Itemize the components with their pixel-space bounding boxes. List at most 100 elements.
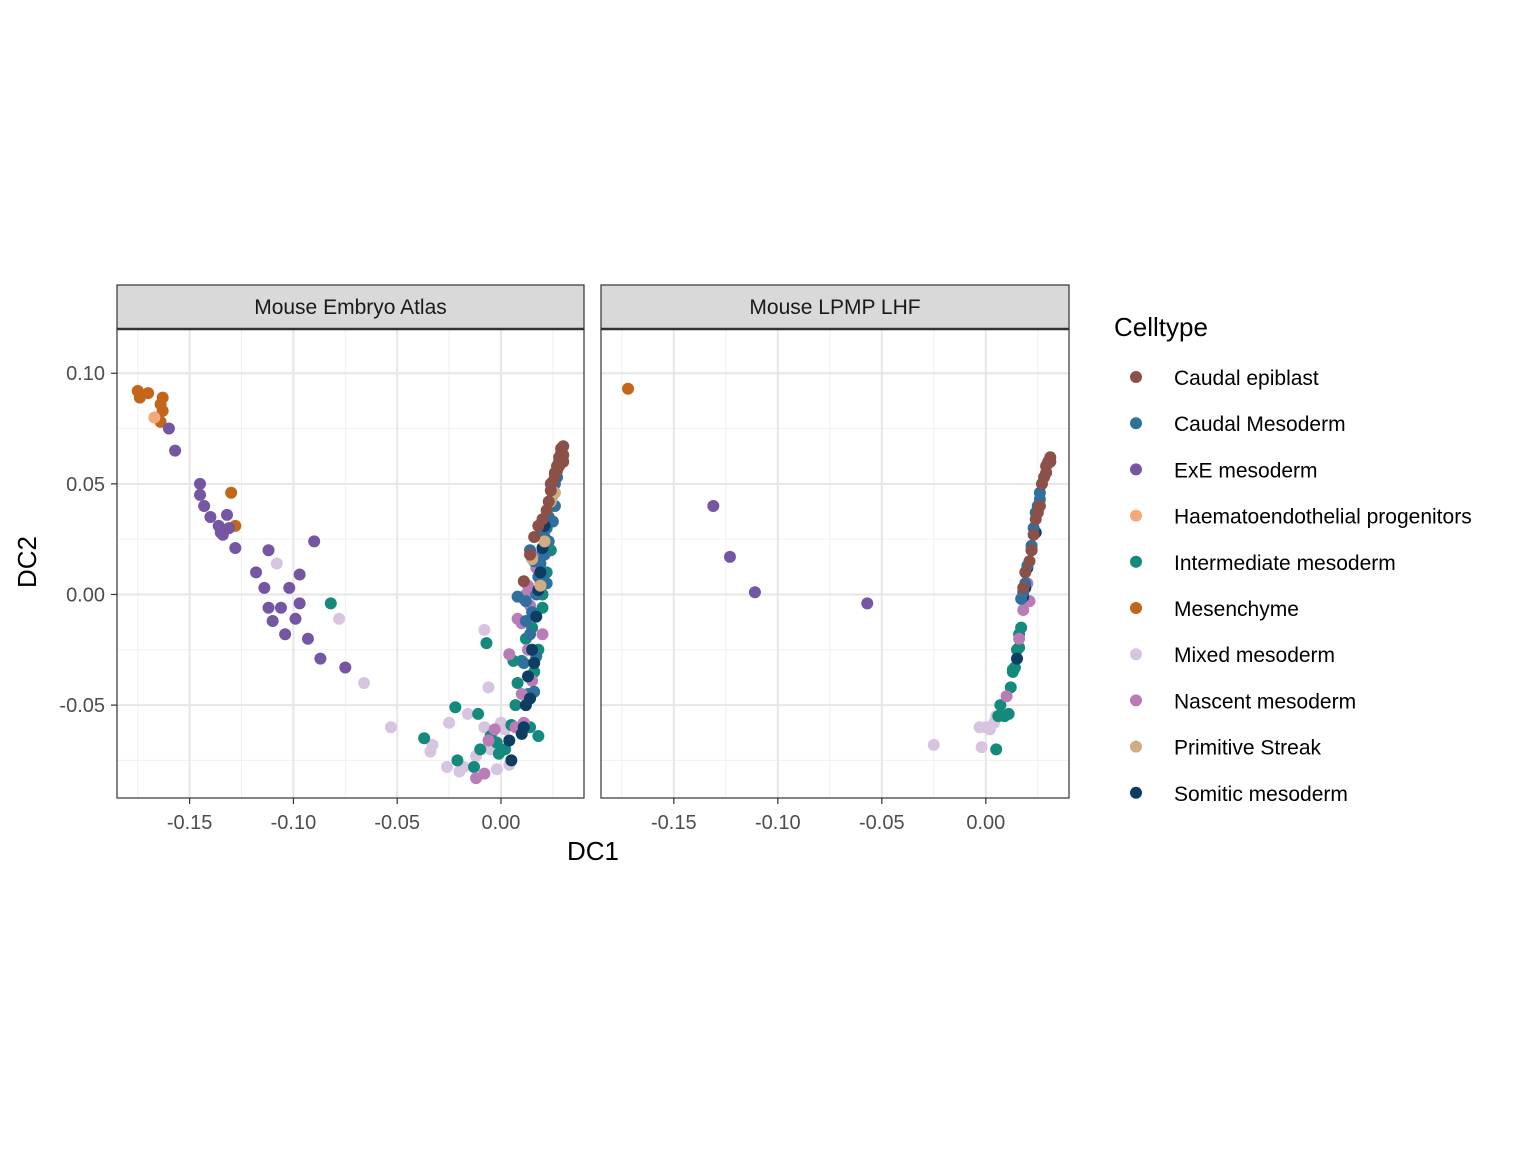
data-point (534, 579, 547, 592)
data-point (927, 738, 940, 751)
data-point (223, 522, 236, 535)
legend-title: Celltype (1114, 312, 1208, 342)
data-point (723, 550, 736, 563)
legend-entry: ExE mesoderm (1130, 459, 1318, 482)
data-point (536, 628, 549, 641)
data-point (517, 657, 530, 670)
legend-entry: Nascent mesoderm (1130, 690, 1356, 713)
x-tick-label: -0.10 (755, 812, 801, 834)
legend-entry: Caudal epiblast (1130, 367, 1319, 390)
data-point (503, 734, 516, 747)
series-haematoendothelial-progenitors (148, 411, 161, 424)
legend-label: ExE mesoderm (1174, 459, 1318, 482)
legend-label: Intermediate mesoderm (1174, 552, 1396, 575)
data-point (314, 652, 327, 665)
data-point (443, 716, 456, 729)
data-point (467, 761, 480, 774)
legend-entry: Mesenchyme (1130, 598, 1299, 621)
data-point (162, 422, 175, 435)
data-point (975, 741, 988, 754)
data-point (994, 699, 1007, 712)
data-point (478, 767, 491, 780)
data-point (441, 761, 454, 774)
data-point (536, 601, 549, 614)
data-point (1002, 707, 1015, 720)
data-point (1011, 652, 1023, 665)
data-point (1025, 544, 1038, 557)
facet-title: Mouse LPMP LHF (749, 296, 920, 319)
legend: Celltype Caudal epiblast Caudal Mesoderm E… (1114, 312, 1472, 806)
data-point (488, 723, 501, 736)
data-point (229, 542, 242, 555)
data-point (142, 387, 155, 400)
legend-key (1130, 694, 1142, 707)
series-caudal-epiblast (1017, 451, 1057, 594)
data-point (461, 707, 474, 720)
data-point (270, 557, 283, 570)
data-point (1013, 632, 1026, 645)
data-point (524, 628, 537, 641)
legend-label: Nascent mesoderm (1174, 690, 1356, 713)
legend-key (1130, 555, 1142, 568)
legend-key (1130, 602, 1142, 614)
data-point (225, 486, 238, 499)
data-point (169, 444, 182, 457)
legend-entry: Somitic mesoderm (1130, 783, 1348, 806)
legend-key (1130, 417, 1142, 430)
legend-key (1130, 509, 1142, 522)
facet-title: Mouse Embryo Atlas (254, 296, 447, 319)
data-point (194, 488, 207, 501)
y-tick-label: 0.00 (66, 584, 105, 606)
data-point (1000, 690, 1013, 703)
data-point (156, 391, 169, 404)
data-point (1044, 455, 1057, 468)
data-point (194, 477, 207, 490)
data-point (266, 615, 279, 628)
legend-entry: Caudal Mesoderm (1130, 413, 1346, 436)
legend-key (1130, 648, 1142, 661)
legend-label: Mixed mesoderm (1174, 644, 1335, 667)
data-point (333, 612, 346, 625)
data-point (418, 732, 431, 745)
data-point (490, 763, 503, 776)
y-tick-label: 0.05 (66, 474, 105, 496)
data-point (538, 535, 551, 548)
data-point (221, 508, 234, 521)
legend-label: Primitive Streak (1174, 737, 1322, 760)
x-tick-label: 0.00 (482, 812, 521, 834)
legend-entries: Caudal epiblast Caudal Mesoderm ExE mesode… (1130, 367, 1472, 806)
data-point (357, 676, 370, 689)
data-point (262, 601, 275, 614)
data-point (517, 721, 530, 734)
data-point (707, 499, 720, 512)
data-point (517, 575, 530, 588)
y-tick-label: -0.05 (59, 695, 105, 717)
data-point (279, 628, 292, 641)
series-mesenchyme (622, 382, 635, 395)
data-point (1023, 555, 1036, 568)
data-point (492, 747, 505, 760)
panels: Mouse Embryo Atlas -0.15 -0.10 -0.05 0.00 -0.… (59, 284, 1070, 834)
data-point (472, 707, 485, 720)
series-caudal-epiblast (517, 440, 570, 588)
x-tick-label: -0.10 (271, 812, 317, 834)
data-point (861, 597, 874, 610)
legend-key (1130, 740, 1142, 753)
data-point (293, 597, 306, 610)
data-point (148, 411, 161, 424)
panel-background (601, 329, 1069, 798)
data-point (748, 586, 761, 599)
data-point (532, 730, 545, 743)
data-point (1006, 663, 1019, 676)
x-tick-label: -0.05 (374, 812, 420, 834)
series-exe-mesoderm (162, 422, 352, 674)
panel-1: Mouse Embryo Atlas -0.15 -0.10 -0.05 0.00 -0.… (59, 284, 585, 834)
data-point (293, 568, 306, 581)
data-point (324, 597, 337, 610)
data-point (1033, 499, 1046, 512)
data-point (530, 610, 543, 623)
data-point (308, 535, 321, 548)
data-point (557, 440, 570, 453)
legend-entry: Haematoendothelial progenitors (1130, 506, 1472, 529)
